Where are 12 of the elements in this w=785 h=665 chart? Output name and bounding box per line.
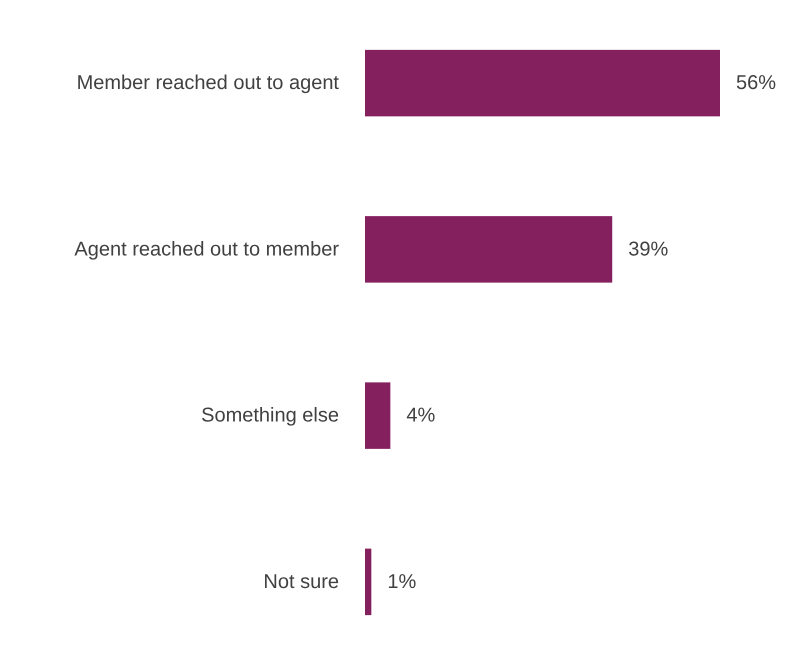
y-tick-label: Something else [201, 404, 339, 427]
bar [365, 382, 390, 449]
bar [365, 548, 372, 616]
y-tick-label: Member reached out to agent [76, 72, 340, 94]
data-label: 39% [628, 238, 668, 260]
data-label: 56% [736, 72, 776, 94]
bar [365, 216, 612, 283]
bar [365, 50, 720, 116]
data-label: 4% [406, 404, 436, 427]
data-label: 1% [387, 570, 416, 593]
y-tick-label: Not sure [263, 570, 339, 593]
y-tick-label: Agent reached out to member [74, 238, 340, 260]
